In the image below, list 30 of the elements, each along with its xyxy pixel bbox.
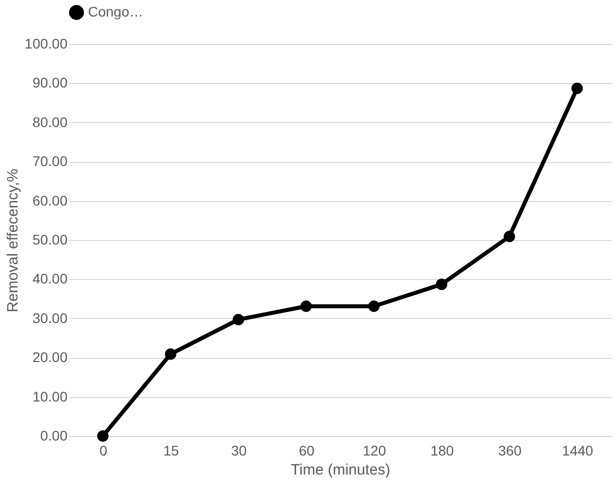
y-tick-label: 60.00 <box>32 192 68 208</box>
y-tick-label: 10.00 <box>32 388 68 404</box>
point <box>164 348 176 360</box>
point <box>504 230 516 242</box>
y-tick-label: 30.00 <box>32 310 68 326</box>
y-tick-label: 50.00 <box>32 232 68 248</box>
x-tick-label: 60 <box>298 442 315 458</box>
x-tick-label: 120 <box>362 442 386 458</box>
point <box>436 278 448 290</box>
x-tick-label: 1440 <box>562 442 594 458</box>
y-tick-label: 40.00 <box>32 270 68 287</box>
point <box>97 430 109 442</box>
x-axis-title: Time (minutes) <box>290 462 390 478</box>
y-axis-title: Removal effecency,% <box>4 168 22 312</box>
x-tick-label: 0 <box>99 442 108 458</box>
point <box>571 82 583 94</box>
point <box>232 314 244 326</box>
legend-label: Congo… <box>88 4 144 20</box>
y-tick-label: 20.00 <box>32 349 68 366</box>
y-tick-label: 80.00 <box>32 114 68 130</box>
y-tick-label: 0.00 <box>40 428 68 444</box>
x-tick-label: 360 <box>498 442 522 458</box>
point <box>368 300 380 312</box>
y-tick-label: 100.00 <box>24 36 68 52</box>
x-tick-label: 180 <box>430 442 454 458</box>
y-tick-label: 90.00 <box>32 74 68 91</box>
y-tick-label: 70.00 <box>32 153 68 170</box>
x-tick-label: 15 <box>163 442 180 458</box>
x-tick-label: 30 <box>231 442 247 458</box>
point <box>300 300 312 312</box>
